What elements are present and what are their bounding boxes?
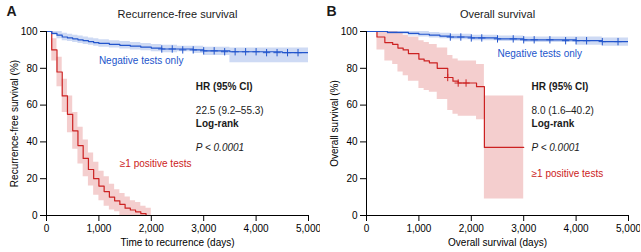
svg-text:Negative tests only: Negative tests only xyxy=(498,48,583,59)
svg-text:0: 0 xyxy=(352,210,358,221)
svg-text:5,000: 5,000 xyxy=(616,223,640,234)
svg-text:P < 0.0001: P < 0.0001 xyxy=(532,142,580,153)
svg-text:1,000: 1,000 xyxy=(86,223,111,234)
svg-text:B: B xyxy=(327,3,337,19)
svg-text:Time to recurrence (days): Time to recurrence (days) xyxy=(120,237,234,248)
svg-text:22.5 (9.2–55.3): 22.5 (9.2–55.3) xyxy=(196,105,264,116)
svg-text:≥1 positive tests: ≥1 positive tests xyxy=(120,158,192,169)
svg-text:Overall survival (%): Overall survival (%) xyxy=(329,80,340,167)
svg-text:HR (95% CI): HR (95% CI) xyxy=(532,81,589,92)
svg-text:Negative tests only: Negative tests only xyxy=(99,55,183,66)
svg-text:100: 100 xyxy=(341,26,358,37)
svg-text:60: 60 xyxy=(346,99,358,110)
svg-text:P < 0.0001: P < 0.0001 xyxy=(196,142,244,153)
svg-text:80: 80 xyxy=(26,63,38,74)
svg-text:2,000: 2,000 xyxy=(139,223,164,234)
svg-text:≥1 positive tests: ≥1 positive tests xyxy=(532,168,604,179)
svg-text:20: 20 xyxy=(346,173,358,184)
svg-text:3,000: 3,000 xyxy=(191,223,216,234)
svg-text:0: 0 xyxy=(44,223,50,234)
svg-text:Overall survival (days): Overall survival (days) xyxy=(448,237,547,248)
svg-text:40: 40 xyxy=(346,136,358,147)
svg-text:4,000: 4,000 xyxy=(244,223,269,234)
svg-text:2,000: 2,000 xyxy=(459,223,484,234)
svg-text:3,000: 3,000 xyxy=(511,223,536,234)
svg-text:HR (95% CI): HR (95% CI) xyxy=(196,81,253,92)
svg-text:5,000: 5,000 xyxy=(296,223,320,234)
svg-text:100: 100 xyxy=(21,26,38,37)
svg-text:4,000: 4,000 xyxy=(564,223,589,234)
svg-text:0: 0 xyxy=(364,223,370,234)
svg-text:20: 20 xyxy=(26,173,38,184)
svg-text:Recurrence-free survival (%): Recurrence-free survival (%) xyxy=(9,60,20,187)
svg-text:Log-rank: Log-rank xyxy=(532,118,575,129)
svg-text:80: 80 xyxy=(346,63,358,74)
svg-text:Log-rank: Log-rank xyxy=(196,118,239,129)
svg-text:0: 0 xyxy=(32,210,38,221)
svg-text:40: 40 xyxy=(26,136,38,147)
svg-text:60: 60 xyxy=(26,99,38,110)
svg-text:A: A xyxy=(7,3,17,19)
svg-text:1,000: 1,000 xyxy=(406,223,431,234)
svg-text:Recurrence-free survival: Recurrence-free survival xyxy=(118,8,238,20)
svg-text:Overall survival: Overall survival xyxy=(460,8,535,20)
svg-text:8.0 (1.6–40.2): 8.0 (1.6–40.2) xyxy=(532,105,594,116)
